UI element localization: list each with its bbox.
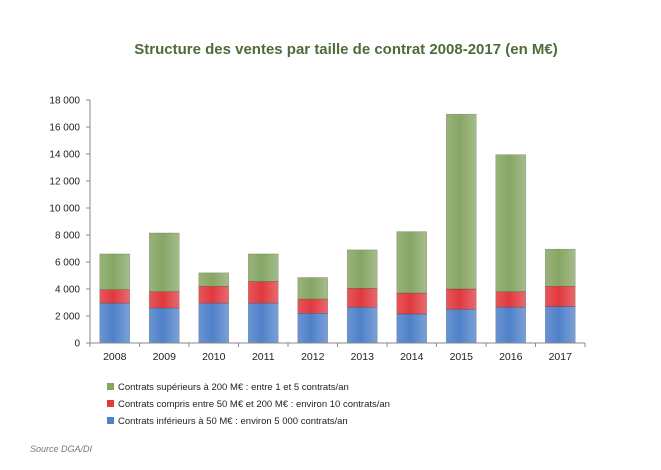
legend-swatch-large-contracts <box>107 383 114 390</box>
bar-segment-small-contracts-2015 <box>445 308 477 344</box>
y-tick-label: 6 000 <box>55 258 80 269</box>
bar-segment-large-contracts-2013 <box>346 249 378 289</box>
bar-segment-large-contracts-2017 <box>544 248 576 287</box>
x-tick-label: 2010 <box>202 351 226 363</box>
bar-segment-mid-contracts-2011 <box>247 281 279 304</box>
legend-label-large-contracts: Contrats supérieurs à 200 M€ : entre 1 e… <box>118 382 349 393</box>
bar-segment-small-contracts-2010 <box>198 302 230 344</box>
bar-segment-small-contracts-2014 <box>396 313 428 344</box>
bar-segment-small-contracts-2009 <box>148 307 180 344</box>
y-tick-label: 16 000 <box>49 123 80 134</box>
bar-segment-small-contracts-2008 <box>99 302 131 344</box>
legend: Contrats supérieurs à 200 M€ : entre 1 e… <box>107 382 390 427</box>
y-tick-label: 18 000 <box>49 96 80 107</box>
y-tick-label: 2 000 <box>55 312 80 323</box>
bar-segment-large-contracts-2012 <box>297 277 329 300</box>
bar-segment-small-contracts-2016 <box>495 306 527 344</box>
bar-segment-mid-contracts-2017 <box>544 285 576 307</box>
bar-segment-small-contracts-2017 <box>544 306 576 344</box>
bars <box>99 113 576 344</box>
legend-label-mid-contracts: Contrats compris entre 50 M€ et 200 M€ :… <box>118 399 390 410</box>
x-axis: 2008 2009 2010 2011 2012 2013 2014 2015 2016 2017 <box>89 342 586 363</box>
legend-label-small-contracts: Contrats inférieurs à 50 M€ : environ 5 … <box>118 416 348 427</box>
legend-swatch-mid-contracts <box>107 400 114 407</box>
bar-segment-large-contracts-2016 <box>495 154 527 292</box>
bar-segment-large-contracts-2008 <box>99 253 131 290</box>
bar-segment-mid-contracts-2015 <box>445 288 477 310</box>
chart-title: Structure des ventes par taille de contr… <box>134 41 558 58</box>
y-tick-label: 8 000 <box>55 231 80 242</box>
x-tick-label: 2009 <box>153 351 177 363</box>
y-tick-label: 12 000 <box>49 177 80 188</box>
bar-segment-mid-contracts-2008 <box>99 289 131 304</box>
x-tick-label: 2012 <box>301 351 325 363</box>
x-tick-label: 2008 <box>103 351 127 363</box>
y-tick-label: 14 000 <box>49 150 80 161</box>
source-note: Source DGA/DI <box>30 444 93 454</box>
bar-segment-mid-contracts-2014 <box>396 292 428 315</box>
x-tick-label: 2011 <box>252 351 275 363</box>
bar-segment-mid-contracts-2012 <box>297 298 329 314</box>
bar-segment-small-contracts-2013 <box>346 306 378 344</box>
bar-segment-large-contracts-2015 <box>445 113 477 290</box>
bar-segment-mid-contracts-2013 <box>346 288 378 308</box>
x-tick-label: 2016 <box>499 351 523 363</box>
bar-segment-large-contracts-2014 <box>396 231 428 294</box>
y-tick-label: 0 <box>74 339 80 350</box>
x-tick-label: 2015 <box>450 351 474 363</box>
x-tick-label: 2017 <box>549 351 573 363</box>
bar-segment-large-contracts-2011 <box>247 253 279 282</box>
y-axis: 0 2 000 4 000 6 000 8 000 10 000 12 000 14 000 1… <box>49 96 91 350</box>
y-tick-label: 4 000 <box>55 285 80 296</box>
bar-segment-mid-contracts-2009 <box>148 291 180 309</box>
x-tick-label: 2014 <box>400 351 424 363</box>
bar-segment-mid-contracts-2016 <box>495 291 527 308</box>
y-tick-label: 10 000 <box>49 204 80 215</box>
bar-segment-large-contracts-2010 <box>198 272 230 287</box>
bar-segment-mid-contracts-2010 <box>198 285 230 304</box>
x-tick-label: 2013 <box>351 351 375 363</box>
bar-segment-small-contracts-2011 <box>247 302 279 344</box>
bar-segment-large-contracts-2009 <box>148 232 180 293</box>
legend-swatch-small-contracts <box>107 417 114 424</box>
bar-segment-small-contracts-2012 <box>297 312 329 344</box>
